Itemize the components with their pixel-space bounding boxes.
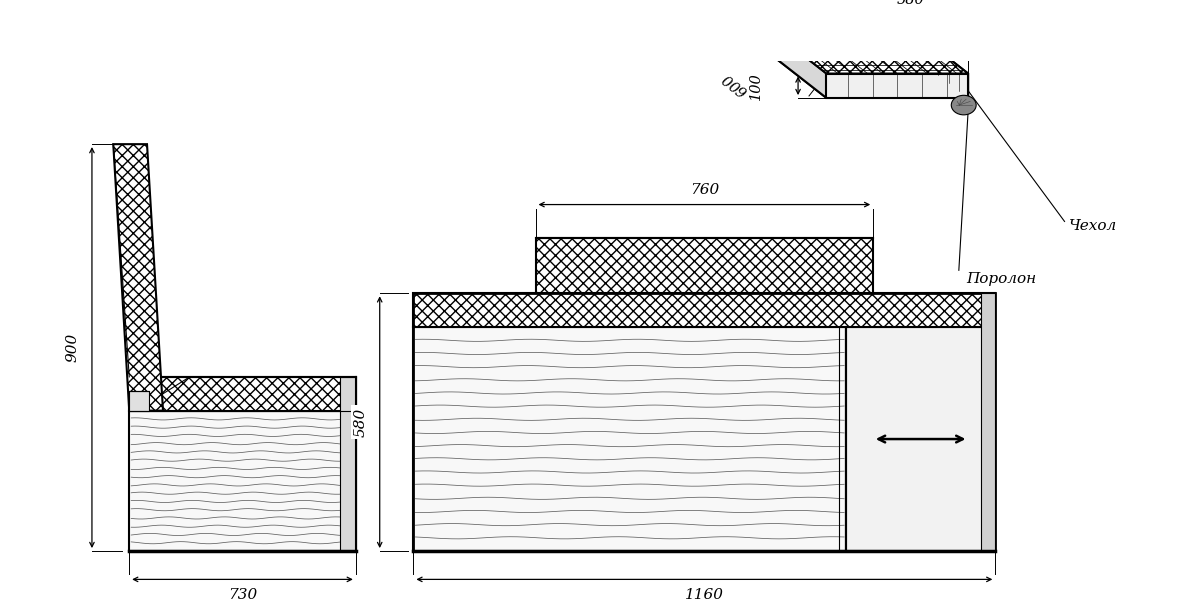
Polygon shape	[767, 27, 968, 74]
Ellipse shape	[952, 95, 976, 115]
Text: 100: 100	[749, 72, 763, 100]
Text: 730: 730	[228, 588, 257, 602]
Bar	[414, 294, 995, 551]
Polygon shape	[767, 27, 827, 98]
Bar	[340, 377, 355, 551]
Text: 760: 760	[690, 184, 719, 198]
Bar	[130, 391, 149, 411]
Text: 1160: 1160	[685, 588, 724, 602]
Bar	[130, 377, 355, 411]
Bar	[414, 327, 846, 551]
Bar	[535, 239, 874, 294]
Bar	[414, 294, 995, 327]
Polygon shape	[827, 74, 968, 98]
Text: 900: 900	[66, 333, 79, 362]
Text: 580: 580	[896, 0, 924, 7]
Text: Чехол: Чехол	[1069, 219, 1117, 233]
Text: 600: 600	[720, 69, 750, 98]
Text: Поролон: Поролон	[966, 272, 1036, 286]
Bar	[130, 411, 355, 551]
Bar	[982, 294, 995, 551]
Polygon shape	[767, 51, 968, 98]
Polygon shape	[113, 144, 163, 411]
Polygon shape	[908, 27, 968, 98]
Bar	[846, 327, 995, 551]
Text: 580: 580	[353, 408, 367, 437]
